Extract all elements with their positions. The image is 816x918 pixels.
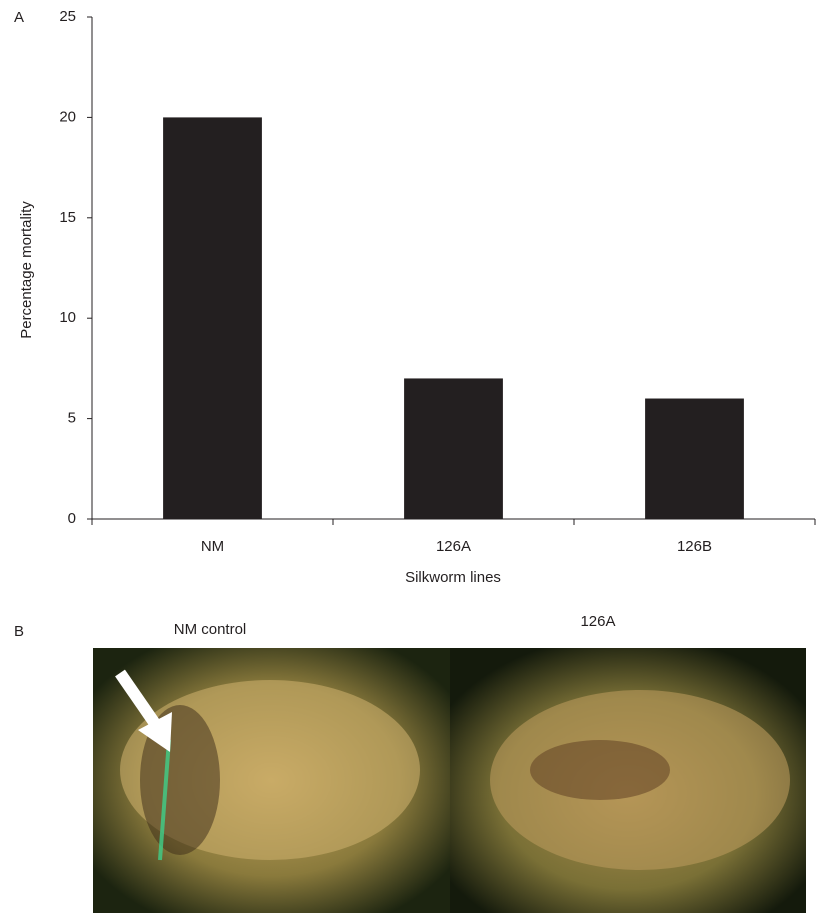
photo [93,648,450,913]
y-tick-label: 25 [59,8,76,25]
bar [404,378,503,519]
y-tick-label: 15 [59,209,76,226]
x-axis-label: Silkworm lines [405,569,501,586]
y-tick-label: 10 [59,309,76,326]
photo [450,648,806,913]
y-tick-label: 20 [59,108,76,125]
x-tick-label: 126B [677,538,712,555]
plot: 0 5 10 15 20 25 NM 126A 126B [59,8,816,555]
bar [163,117,262,520]
panel-label: A [14,9,24,26]
panel-label: B [14,623,24,640]
x-tick-label: NM [201,538,224,555]
photo-label: 126A [580,613,615,630]
photo-label: NM control [174,621,247,638]
y-tick-label: 0 [68,510,76,527]
x-tick-label: 126A [436,538,471,555]
y-tick-label: 5 [68,410,76,427]
bar [645,398,744,519]
y-axis-label: Percentage mortality [18,201,35,339]
